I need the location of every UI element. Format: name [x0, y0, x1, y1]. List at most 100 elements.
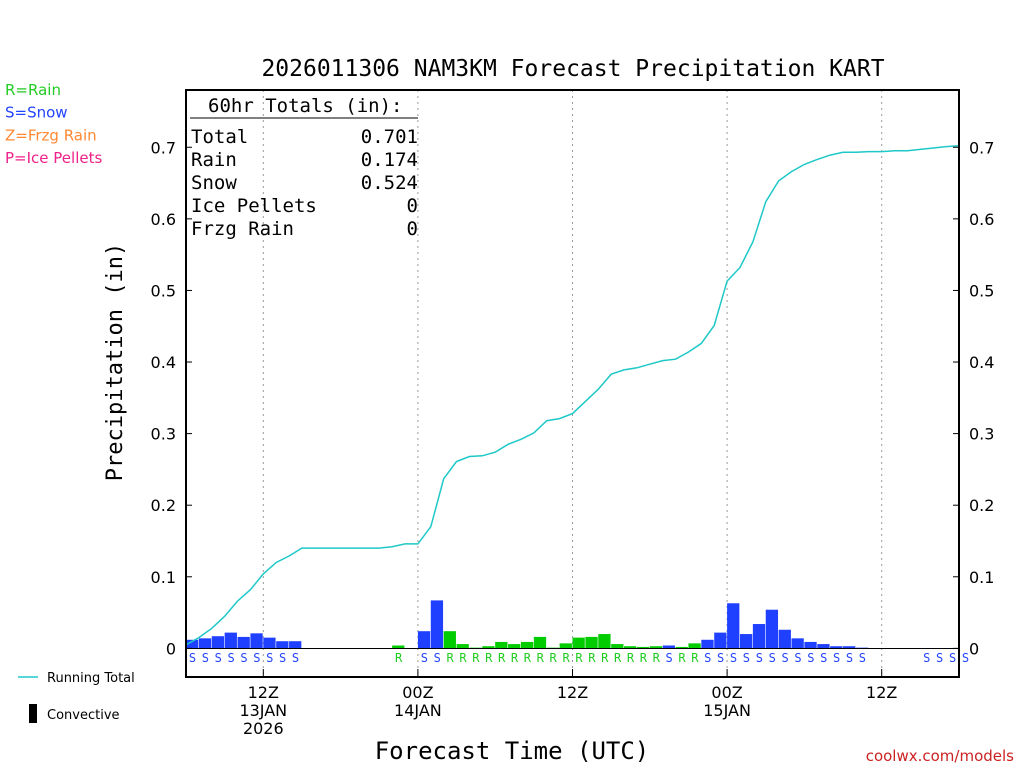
precip-bar: [559, 643, 572, 649]
precip-bar: [752, 624, 766, 649]
precip-type-letter: S: [666, 651, 673, 665]
precip-bar: [662, 645, 675, 649]
precip-bar: [727, 603, 740, 649]
precip-bar: [598, 634, 611, 649]
precip-type-letter: S: [730, 651, 737, 665]
precip-type-legend: R=Rain S=Snow Z=Frzg Rain P=Ice Pellets: [5, 81, 102, 167]
x-tick-label: 2026: [243, 719, 284, 738]
precip-type-letter: S: [266, 651, 273, 665]
precip-bar: [495, 641, 508, 649]
y-tick-label-left: 0.3: [151, 425, 176, 444]
precip-type-letter: R: [524, 651, 532, 665]
precip-bar: [289, 641, 302, 649]
totals-label-frzg-rain: Frzg Rain: [191, 218, 294, 240]
totals-label-rain: Rain: [191, 149, 237, 171]
precip-type-letter: S: [756, 651, 763, 665]
precip-type-letter: R: [653, 651, 661, 665]
legend-item: P=Ice Pellets: [5, 149, 102, 167]
precip-bar: [624, 646, 637, 649]
totals-label-ice-pellets: Ice Pellets: [191, 195, 317, 217]
precip-type-letter: R: [691, 651, 699, 665]
x-tick-label: 12Z: [248, 683, 279, 702]
y-tick-label-left: 0.5: [151, 281, 176, 300]
precip-bar: [250, 633, 263, 649]
x-tick-label: 12Z: [866, 683, 897, 702]
x-tick-label: 14JAN: [394, 701, 442, 720]
totals-label-total: Total: [191, 126, 248, 148]
credit-text: coolwx.com/models: [866, 747, 1014, 765]
y-tick-label-left: 0.6: [151, 210, 176, 229]
precip-bar: [675, 646, 688, 649]
totals-value-rain: 0.174: [361, 149, 418, 171]
precip-type-letter: S: [833, 651, 840, 665]
precip-bar: [714, 632, 727, 649]
legend-item: Z=Frzg Rain: [5, 126, 97, 144]
x-axis-label: Forecast Time (UTC): [375, 737, 650, 765]
legend-item: S=Snow: [5, 104, 68, 122]
y-tick-label-right: 0: [969, 639, 979, 658]
precip-type-letter: R: [472, 651, 480, 665]
precip-bar: [830, 646, 843, 649]
precip-bar: [817, 644, 830, 649]
precip-bar: [211, 636, 225, 649]
precip-type-letter: S: [704, 651, 711, 665]
precip-type-letter: R: [485, 651, 493, 665]
precip-bar: [701, 639, 714, 649]
precip-type-letter: S: [923, 651, 930, 665]
precip-type-letter: S: [820, 651, 827, 665]
precip-bar: [224, 632, 237, 649]
legend-running-total: Running Total: [18, 671, 135, 686]
precip-type-letter: R: [498, 651, 506, 665]
totals-heading: 60hr Totals (in):: [208, 95, 402, 117]
precip-type-letter: R: [446, 651, 454, 665]
precip-bar: [392, 645, 405, 649]
y-tick-label-right: 0.1: [969, 568, 994, 587]
precip-type-letter: S: [227, 651, 234, 665]
precip-type-letter: S: [769, 651, 776, 665]
totals-box: 60hr Totals (in): Total 0.701 Rain 0.174…: [190, 95, 418, 240]
precip-bars: [186, 600, 869, 649]
precip-type-letter: S: [292, 651, 299, 665]
y-tick-label-right: 0.4: [969, 353, 994, 372]
precip-bar: [804, 641, 817, 649]
precip-type-letter: R: [395, 651, 403, 665]
precip-type-letter: S: [936, 651, 943, 665]
totals-value-frzg-rain: 0: [407, 218, 418, 240]
precip-bar: [508, 644, 521, 649]
precip-bar: [198, 638, 212, 649]
precip-type-letter: S: [962, 651, 969, 665]
precip-type-letter: S: [434, 651, 441, 665]
precip-type-letter: S: [743, 651, 750, 665]
precip-type-letter: S: [253, 651, 260, 665]
x-tick-label: 00Z: [402, 683, 433, 702]
totals-value-ice-pellets: 0: [407, 195, 418, 217]
precip-type-letter: R: [640, 651, 648, 665]
totals-value-snow: 0.524: [361, 172, 418, 194]
precip-bar: [765, 609, 779, 649]
precip-bar: [649, 646, 663, 649]
gridlines: [262, 90, 883, 677]
legend-running-total-label: Running Total: [47, 671, 135, 686]
precip-type-letter: R: [575, 651, 583, 665]
precip-bar: [520, 641, 534, 649]
precip-bar: [611, 644, 624, 649]
precip-bar: [430, 600, 444, 649]
precip-bar: [482, 646, 495, 649]
precip-bar: [585, 636, 598, 649]
convective-swatch: [29, 704, 37, 723]
legend-convective: Convective: [29, 704, 120, 723]
precip-type-letter: R: [459, 651, 467, 665]
precip-bar: [237, 636, 250, 649]
precip-bar: [456, 644, 469, 649]
running-total-line: [185, 145, 960, 646]
precip-type-letter: R: [614, 651, 622, 665]
y-tick-label-right: 0.2: [969, 496, 994, 515]
precip-type-letter: R: [588, 651, 596, 665]
y-tick-label-left: 0.7: [151, 138, 176, 157]
y-tick-label-right: 0.6: [969, 210, 994, 229]
precip-bar: [636, 646, 650, 649]
y-tick-label-left: 0.2: [151, 496, 176, 515]
